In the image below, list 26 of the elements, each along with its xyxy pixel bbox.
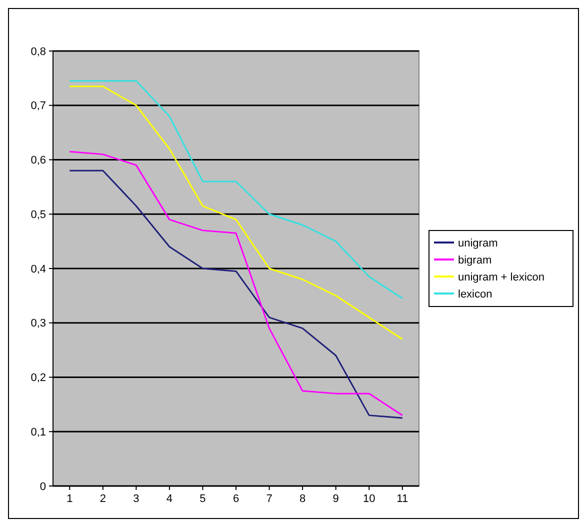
legend-label: bigram bbox=[458, 254, 492, 266]
line-series bbox=[68, 80, 404, 300]
y-tick-label: 0,3 bbox=[30, 318, 46, 330]
x-tick-label: 9 bbox=[332, 493, 339, 505]
y-tick-label: 0,1 bbox=[30, 426, 46, 438]
y-tick-label: 0,7 bbox=[30, 100, 46, 112]
legend-label: unigram bbox=[458, 237, 498, 250]
y-tick-label: 0,5 bbox=[30, 208, 46, 221]
y-tick-label: 0,8 bbox=[30, 46, 46, 58]
y-tick-label: 0,4 bbox=[30, 263, 46, 276]
y-tick-label: 0,2 bbox=[30, 372, 46, 384]
x-tick-label: 6 bbox=[232, 493, 240, 505]
x-tick-label: 3 bbox=[133, 493, 140, 505]
y-tick-label: 0,6 bbox=[30, 154, 46, 167]
y-tick-label: 0 bbox=[40, 480, 46, 493]
x-tick-label: 1 bbox=[66, 493, 73, 505]
x-tick-label: 10 bbox=[362, 493, 376, 505]
x-tick-label: 2 bbox=[100, 493, 106, 505]
x-tick-label: 7 bbox=[266, 493, 272, 505]
legend-label: unigram + lexicon bbox=[458, 271, 545, 284]
x-tick-label: 4 bbox=[166, 493, 173, 505]
line-series bbox=[68, 86, 404, 340]
x-tick-label: 11 bbox=[396, 493, 408, 505]
legend-label: lexicon bbox=[458, 288, 492, 300]
x-tick-label: 5 bbox=[200, 493, 206, 505]
x-tick-label: 8 bbox=[299, 493, 306, 505]
